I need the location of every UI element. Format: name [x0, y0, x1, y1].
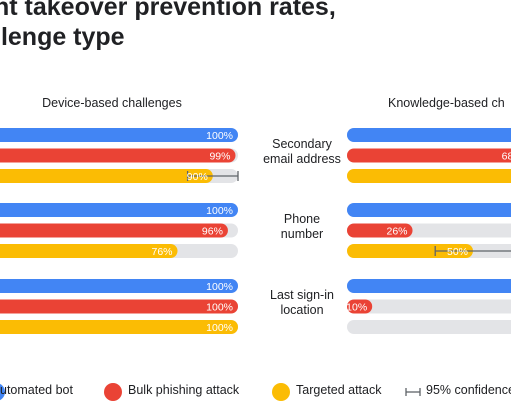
bar-knowledge-phone-number-targeted-attack — [347, 244, 473, 258]
bar-device-last-sign-in-location-bulk-phishing-attack — [0, 299, 238, 314]
legend-swatch-targeted — [272, 383, 290, 401]
bar-knowledge-secondary-email-address-bulk-phishing-attack-label: 68 — [502, 151, 511, 163]
group-label-phone-number-line-1: Phone — [284, 212, 320, 226]
bar-device-phone-number-bulk-phishing-attack — [0, 223, 228, 238]
group-label-last-sign-in-location-line-2: location — [280, 303, 323, 317]
panel-title-knowledge: Knowledge-based ch — [388, 96, 505, 110]
bar-device-secondary-email-address-bulk-phishing-attack — [0, 148, 236, 163]
bar-device-phone-number-bulk-phishing-attack-label: 96% — [202, 226, 223, 238]
bar-knowledge-last-sign-in-location-bulk-phishing-attack-label: 10% — [346, 302, 367, 314]
bar-knowledge-last-sign-in-location-bulk-phishing-attack — [347, 299, 373, 314]
legend-swatch-phishing — [104, 383, 122, 401]
group-label-last-sign-in-location-line-1: Last sign-in — [270, 288, 334, 302]
bar-device-phone-number-automated-bot — [0, 203, 238, 217]
bar-device-secondary-email-address-targeted-attack — [0, 169, 213, 183]
bar-knowledge-last-sign-in-location-targeted-attack-track — [347, 320, 511, 334]
bar-device-last-sign-in-location-bulk-phishing-attack-label: 100% — [206, 302, 233, 314]
bar-device-last-sign-in-location-automated-bot — [0, 279, 238, 293]
legend-label-bot: utomated bot — [0, 383, 73, 397]
bar-device-last-sign-in-location-targeted-attack — [0, 320, 238, 334]
legend-swatch-bot — [0, 383, 5, 401]
bar-device-secondary-email-address-automated-bot-label: 100% — [206, 130, 233, 142]
chart-title: nt takeover prevention rates, llenge typ… — [0, 0, 336, 52]
group-label-secondary-email-address-line-2: email address — [263, 152, 341, 166]
legend-label-ci: 95% confidence — [426, 383, 511, 397]
group-label-secondary-email-address-line-1: Secondary — [272, 137, 333, 151]
bar-device-last-sign-in-location-targeted-attack-label: 100% — [206, 322, 233, 334]
bar-device-last-sign-in-location-automated-bot-label: 100% — [206, 281, 233, 293]
legend-label-phishing: Bulk phishing attack — [128, 383, 240, 397]
bar-knowledge-secondary-email-address-targeted-attack — [347, 169, 511, 183]
bar-knowledge-secondary-email-address-automated-bot — [347, 128, 511, 142]
bar-knowledge-phone-number-bulk-phishing-attack-label: 26% — [387, 226, 408, 238]
legend-label-targeted: Targeted attack — [296, 383, 382, 397]
group-label-phone-number-line-2: number — [281, 227, 323, 241]
bar-knowledge-last-sign-in-location-automated-bot — [347, 279, 511, 293]
bar-knowledge-phone-number-bulk-phishing-attack — [347, 223, 413, 238]
bar-device-phone-number-targeted-attack-label: 76% — [152, 246, 173, 258]
bar-knowledge-phone-number-automated-bot — [347, 203, 511, 217]
legend-ci-icon — [405, 388, 421, 396]
bar-device-secondary-email-address-automated-bot — [0, 128, 238, 142]
panel-title-device: Device-based challenges — [42, 96, 182, 110]
bar-device-secondary-email-address-targeted-attack-label: 90% — [187, 171, 208, 183]
chart-title-line-2: llenge type — [0, 23, 125, 51]
bar-knowledge-secondary-email-address-bulk-phishing-attack — [347, 148, 511, 163]
bar-knowledge-last-sign-in-location-bulk-phishing-attack-track — [347, 299, 511, 314]
bar-knowledge-phone-number-targeted-attack-label: 50% — [447, 246, 468, 258]
bar-device-phone-number-automated-bot-label: 100% — [206, 205, 233, 217]
bar-device-secondary-email-address-bulk-phishing-attack-label: 99% — [209, 151, 230, 163]
bar-device-phone-number-targeted-attack — [0, 244, 178, 258]
chart-title-line-1: nt takeover prevention rates, — [0, 0, 336, 21]
